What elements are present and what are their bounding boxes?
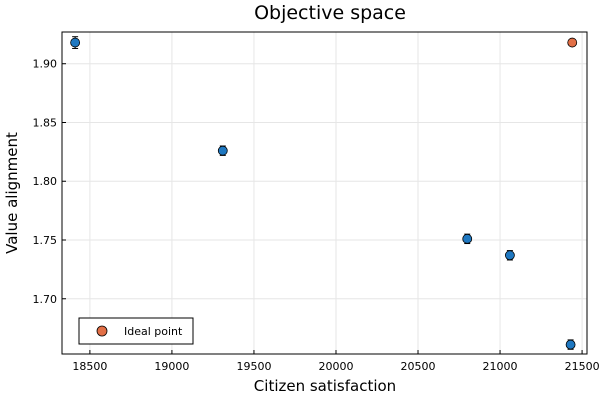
legend-marker-ideal-point (96, 325, 108, 337)
legend-label-ideal-point: Ideal point (124, 325, 183, 338)
grid-lines (62, 32, 587, 354)
data-point (462, 233, 473, 244)
x-tick-label: 21500 (565, 360, 600, 373)
y-tick-label: 1.80 (33, 175, 58, 188)
x-tick-label: 19000 (154, 360, 189, 373)
y-tick-label: 1.75 (33, 234, 58, 247)
x-tick-label: 18500 (72, 360, 107, 373)
y-axis-label: Value alignment (3, 132, 21, 254)
x-tick-label: 20000 (318, 360, 353, 373)
legend: Ideal point (78, 317, 194, 345)
plot-frame (61, 31, 588, 355)
data-point (565, 339, 576, 350)
chart-title: Objective space (254, 2, 406, 24)
x-tick-label: 20500 (401, 360, 436, 373)
x-tick-label: 19500 (236, 360, 271, 373)
data-point (504, 250, 515, 261)
y-axis-ticks: 1.70 1.75 1.80 1.85 1.90 (33, 58, 66, 306)
x-tick-label: 21000 (483, 360, 518, 373)
x-axis-ticks: 18500 19000 19500 20000 20500 21000 21500 (72, 350, 600, 373)
y-tick-label: 1.70 (33, 293, 58, 306)
ideal-point-marker (567, 37, 578, 48)
data-point (217, 145, 228, 156)
y-tick-label: 1.90 (33, 58, 58, 71)
y-tick-label: 1.85 (33, 116, 58, 129)
data-point (70, 37, 81, 48)
x-axis-label: Citizen satisfaction (254, 377, 396, 395)
data-points (70, 36, 578, 350)
